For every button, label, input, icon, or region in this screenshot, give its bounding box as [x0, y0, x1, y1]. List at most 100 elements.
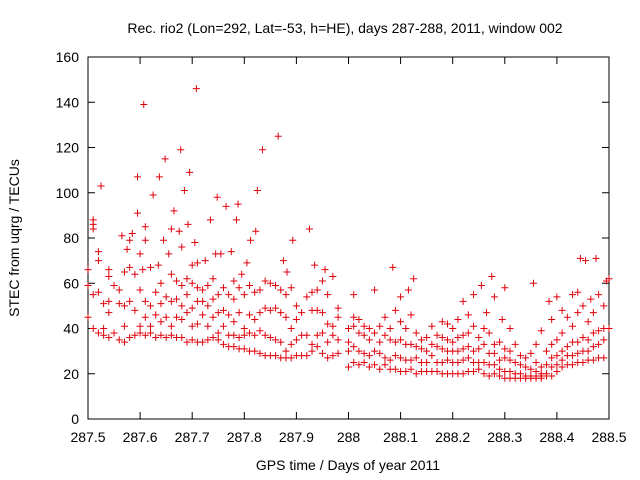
data-point: [558, 329, 566, 337]
data-point: [334, 304, 342, 312]
data-point: [501, 354, 509, 362]
data-point: [516, 361, 524, 369]
data-point: [485, 372, 493, 380]
data-point: [303, 331, 311, 339]
data-point: [595, 291, 603, 299]
data-point: [485, 329, 493, 337]
data-point: [475, 345, 483, 353]
data-point: [94, 288, 102, 296]
data-point: [391, 306, 399, 314]
data-point: [511, 358, 519, 366]
data-point: [173, 295, 181, 303]
data-point: [266, 306, 274, 314]
data-point: [282, 313, 290, 321]
data-point: [569, 361, 577, 369]
data-point: [423, 347, 431, 355]
data-point: [365, 336, 373, 344]
data-point: [162, 313, 170, 321]
data-point: [261, 304, 269, 312]
data-point: [600, 336, 608, 344]
data-point: [350, 343, 358, 351]
data-point: [318, 329, 326, 337]
data-point: [459, 345, 467, 353]
data-point: [230, 331, 238, 339]
data-point: [548, 315, 556, 323]
data-point: [483, 309, 491, 317]
data-point: [167, 322, 175, 330]
data-point: [287, 284, 295, 292]
data-point: [308, 340, 316, 348]
data-point: [165, 250, 173, 258]
data-point: [558, 347, 566, 355]
data-point: [227, 248, 235, 256]
data-point: [272, 352, 280, 360]
data-point: [133, 173, 141, 181]
data-point: [345, 363, 352, 371]
data-point: [350, 322, 358, 330]
data-point: [360, 349, 368, 357]
data-point: [133, 209, 141, 217]
data-point: [131, 306, 139, 314]
data-point: [120, 338, 128, 346]
data-point: [155, 173, 163, 181]
data-point: [282, 347, 290, 355]
data-point: [412, 343, 420, 351]
data-point: [438, 334, 446, 342]
data-point: [470, 322, 478, 330]
data-point: [173, 313, 181, 321]
data-point: [350, 291, 358, 299]
data-point: [548, 354, 556, 362]
data-point: [272, 336, 280, 344]
data-point: [542, 370, 550, 378]
data-point: [459, 331, 467, 339]
data-point: [428, 322, 436, 330]
data-point: [537, 327, 545, 335]
data-point: [282, 291, 290, 299]
data-point: [454, 347, 462, 355]
data-point: [417, 336, 425, 344]
data-point: [404, 286, 412, 294]
data-point: [423, 358, 431, 366]
data-point: [214, 336, 222, 344]
x-tick-label: 288.1: [383, 429, 418, 445]
data-point: [110, 329, 118, 337]
data-point: [397, 336, 405, 344]
data-point: [496, 356, 504, 364]
data-point: [178, 315, 186, 323]
data-point: [266, 334, 274, 342]
data-point: [240, 331, 248, 339]
data-point: [100, 300, 108, 308]
data-point: [136, 286, 144, 294]
data-point: [126, 236, 134, 244]
data-point: [209, 334, 217, 342]
data-point: [402, 325, 410, 332]
data-point: [193, 320, 201, 328]
data-point: [553, 293, 561, 301]
data-point: [246, 329, 254, 337]
data-point: [289, 236, 297, 244]
data-point: [105, 334, 113, 342]
data-point: [251, 315, 259, 323]
data-point: [324, 320, 332, 328]
data-point: [149, 191, 157, 199]
data-point: [605, 275, 613, 283]
data-point: [272, 304, 280, 312]
data-point: [204, 336, 212, 344]
data-point: [355, 347, 363, 355]
y-tick-label: 160: [56, 49, 80, 65]
data-point: [412, 370, 420, 378]
data-point: [381, 331, 389, 339]
data-point: [89, 216, 97, 224]
data-point: [256, 309, 264, 317]
data-point: [136, 329, 144, 337]
data-point: [313, 343, 321, 351]
data-point: [470, 347, 478, 355]
data-point: [261, 277, 269, 285]
data-point: [105, 309, 113, 317]
data-point: [209, 275, 217, 283]
data-point: [219, 284, 227, 292]
data-point: [311, 261, 319, 269]
data-point: [391, 352, 399, 360]
data-point: [256, 327, 264, 335]
data-point: [506, 367, 514, 375]
